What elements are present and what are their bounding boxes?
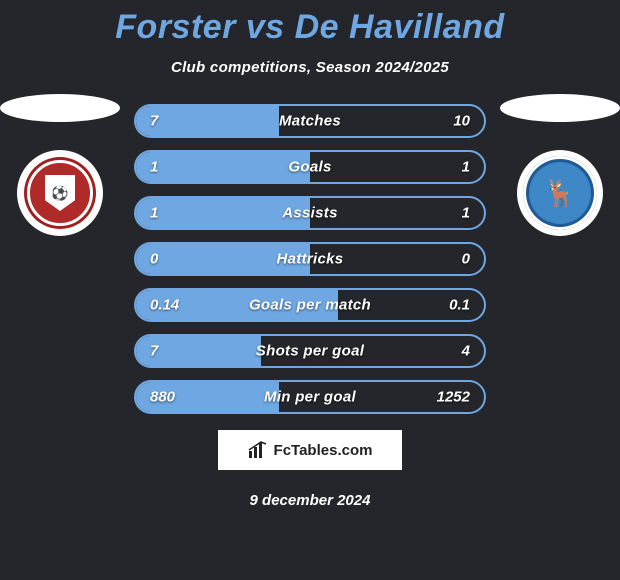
stat-right-value: 4 xyxy=(462,343,470,360)
stat-label: Goals xyxy=(136,159,484,176)
club-badge-right: 🦌 xyxy=(517,150,603,236)
stat-row: 880Min per goal1252 xyxy=(134,380,486,414)
stat-right-value: 1 xyxy=(462,159,470,176)
stat-right-value: 1 xyxy=(462,205,470,222)
stat-label: Hattricks xyxy=(136,251,484,268)
player-right-placeholder xyxy=(500,94,620,122)
watermark: FcTables.com xyxy=(218,430,402,470)
player-right-column: 🦌 xyxy=(500,94,620,236)
page-title: Forster vs De Havilland xyxy=(0,0,620,47)
stat-row: 1Goals1 xyxy=(134,150,486,184)
infographic: Forster vs De Havilland Club competition… xyxy=(0,0,620,580)
club-badge-left: ⚽ xyxy=(17,150,103,236)
watermark-text: FcTables.com xyxy=(274,442,373,459)
club-crest-left-icon: ⚽ xyxy=(27,160,93,226)
stat-label: Shots per goal xyxy=(136,343,484,360)
stat-right-value: 1252 xyxy=(437,389,470,406)
stat-right-value: 0 xyxy=(462,251,470,268)
stat-row: 7Matches10 xyxy=(134,104,486,138)
stat-right-value: 0.1 xyxy=(449,297,470,314)
player-left-column: ⚽ xyxy=(0,94,120,236)
stat-label: Min per goal xyxy=(136,389,484,406)
chart-icon xyxy=(248,441,268,459)
club-crest-right-icon: 🦌 xyxy=(523,156,597,230)
stats-table: 7Matches101Goals11Assists10Hattricks00.1… xyxy=(134,104,486,414)
date-text: 9 december 2024 xyxy=(0,492,620,509)
stat-label: Matches xyxy=(136,113,484,130)
stat-label: Goals per match xyxy=(136,297,484,314)
stat-row: 0.14Goals per match0.1 xyxy=(134,288,486,322)
stat-row: 1Assists1 xyxy=(134,196,486,230)
stat-row: 0Hattricks0 xyxy=(134,242,486,276)
stat-label: Assists xyxy=(136,205,484,222)
player-left-placeholder xyxy=(0,94,120,122)
stat-row: 7Shots per goal4 xyxy=(134,334,486,368)
content-area: ⚽ 🦌 7Matches101Goals11Assists10Hattricks… xyxy=(0,104,620,509)
subtitle: Club competitions, Season 2024/2025 xyxy=(0,59,620,76)
stat-right-value: 10 xyxy=(453,113,470,130)
